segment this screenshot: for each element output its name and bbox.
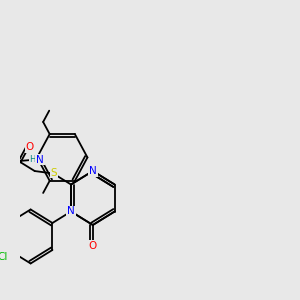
- Text: N: N: [67, 206, 75, 217]
- Text: N: N: [36, 154, 44, 164]
- Text: N: N: [89, 166, 97, 176]
- Text: S: S: [51, 167, 58, 178]
- Text: H: H: [29, 155, 36, 164]
- Text: Cl: Cl: [0, 252, 7, 262]
- Text: O: O: [26, 142, 34, 152]
- Text: O: O: [89, 241, 97, 251]
